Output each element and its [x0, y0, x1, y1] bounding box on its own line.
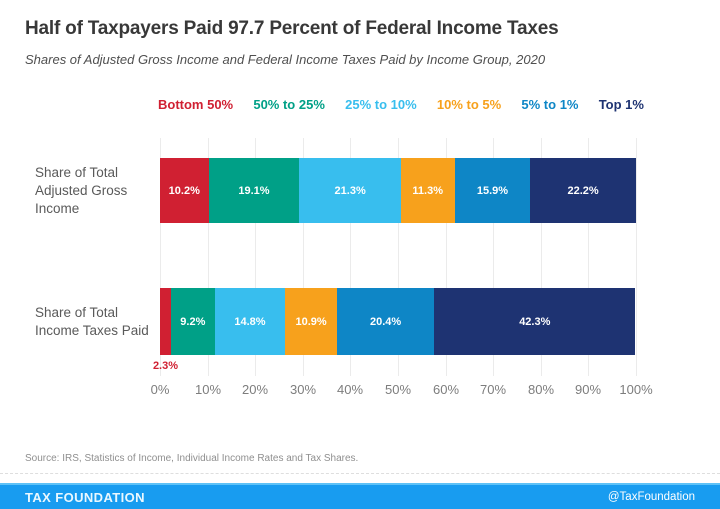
twitter-handle: @TaxFoundation: [607, 491, 695, 503]
gridline: [160, 138, 161, 376]
gridline: [208, 138, 209, 376]
segment-value-label: 19.1%: [238, 184, 270, 197]
brand-name: TAX FOUNDATION: [25, 489, 145, 505]
gridline: [398, 138, 399, 376]
gridline: [636, 138, 637, 376]
bar-segment: 19.1%: [208, 158, 300, 223]
row-label-line: Share of Total: [35, 305, 119, 320]
bar-segment: 42.3%: [434, 288, 636, 355]
x-tick-label: 80%: [527, 382, 555, 397]
segment-value-label: 10.2%: [168, 184, 200, 197]
x-tick-label: 10%: [194, 382, 222, 397]
legend-item: Bottom 50%: [158, 97, 234, 112]
bar-segment: 11.3%: [400, 158, 455, 223]
segment-value-label: 9.2%: [180, 315, 206, 328]
legend-item: 5% to 1%: [521, 97, 579, 112]
row-label-line: Income: [35, 201, 80, 216]
plot-area: 0% 10% 20% 30% 40% 50% 60% 70% 80% 90% 100% 10.2% 19…: [151, 138, 653, 397]
source-note: Source: IRS, Statistics of Income, Indiv…: [25, 453, 359, 464]
gridline: [493, 138, 494, 376]
segment-value-label: 21.3%: [334, 184, 366, 197]
bar-segment: 15.9%: [454, 158, 531, 223]
row-label-line: Share of Total: [35, 165, 119, 180]
legend-item: Top 1%: [598, 97, 644, 112]
separator-line: [0, 473, 720, 474]
legend-item: 50% to 25%: [253, 97, 325, 112]
x-tick-label: 30%: [289, 382, 317, 397]
footer-bar: TAX FOUNDATION @TaxFoundation: [0, 483, 720, 509]
x-tick-label: 50%: [384, 382, 412, 397]
legend-item: 25% to 10%: [345, 97, 417, 112]
segment-value-label: 10.9%: [295, 315, 327, 328]
legend-item: 10% to 5%: [436, 97, 502, 112]
row-label: Share of Total Income Taxes Paid: [35, 304, 153, 340]
bar-segment: 10.2%: [160, 158, 209, 223]
x-tick-label: 40%: [336, 382, 364, 397]
bar-row: 10.2% 19.1% 21.3% 11.3% 15.9% 22.2%: [160, 158, 636, 223]
row-label: Share of Total Adjusted Gross Income: [35, 164, 153, 218]
gridline: [541, 138, 542, 376]
bar-segment: 20.4%: [337, 288, 435, 355]
legend: Bottom 50% 50% to 25% 25% to 10% 10% to 5% 5…: [158, 97, 644, 112]
gridline: [588, 138, 589, 376]
row-label-line: Income Taxes Paid: [35, 323, 149, 338]
segment-value-label: 15.9%: [476, 184, 509, 197]
x-tick-label: 60%: [432, 382, 460, 397]
gridline: [350, 138, 351, 376]
segment-value-label: 11.3%: [412, 184, 444, 197]
x-tick-label: 100%: [619, 382, 653, 397]
bar-segment: 21.3%: [299, 158, 401, 223]
segment-value-label: 20.4%: [369, 315, 402, 328]
segment-value-label: 22.2%: [567, 184, 599, 197]
gridline: [255, 138, 256, 376]
bar-segment: 9.2%: [170, 288, 215, 355]
bar-row: 2.3% 9.2% 14.8% 10.9% 20.4% 42.3%: [153, 288, 636, 372]
chart-title: Half of Taxpayers Paid 97.7 Percent of F…: [25, 18, 559, 39]
segment-value-label: 14.8%: [234, 315, 266, 328]
gridline: [446, 138, 447, 376]
x-tick-label: 70%: [479, 382, 507, 397]
bar-segment: 14.8%: [214, 288, 286, 355]
gridline: [303, 138, 304, 376]
x-tick-label: 0%: [150, 382, 170, 397]
chart-subtitle: Shares of Adjusted Gross Income and Fede…: [25, 52, 546, 67]
segment-value-label: 42.3%: [519, 315, 551, 328]
bar-segment: 2.3%: [153, 288, 178, 372]
row-label-line: Adjusted Gross: [35, 183, 128, 198]
x-axis: 0% 10% 20% 30% 40% 50% 60% 70% 80% 90% 100%: [151, 382, 653, 400]
bar-segment: 22.2%: [530, 158, 636, 223]
x-tick-label: 90%: [574, 382, 602, 397]
bar-segment: 10.9%: [285, 288, 338, 355]
x-tick-label: 20%: [241, 382, 269, 397]
outside-value-label: 2.3%: [152, 360, 179, 372]
